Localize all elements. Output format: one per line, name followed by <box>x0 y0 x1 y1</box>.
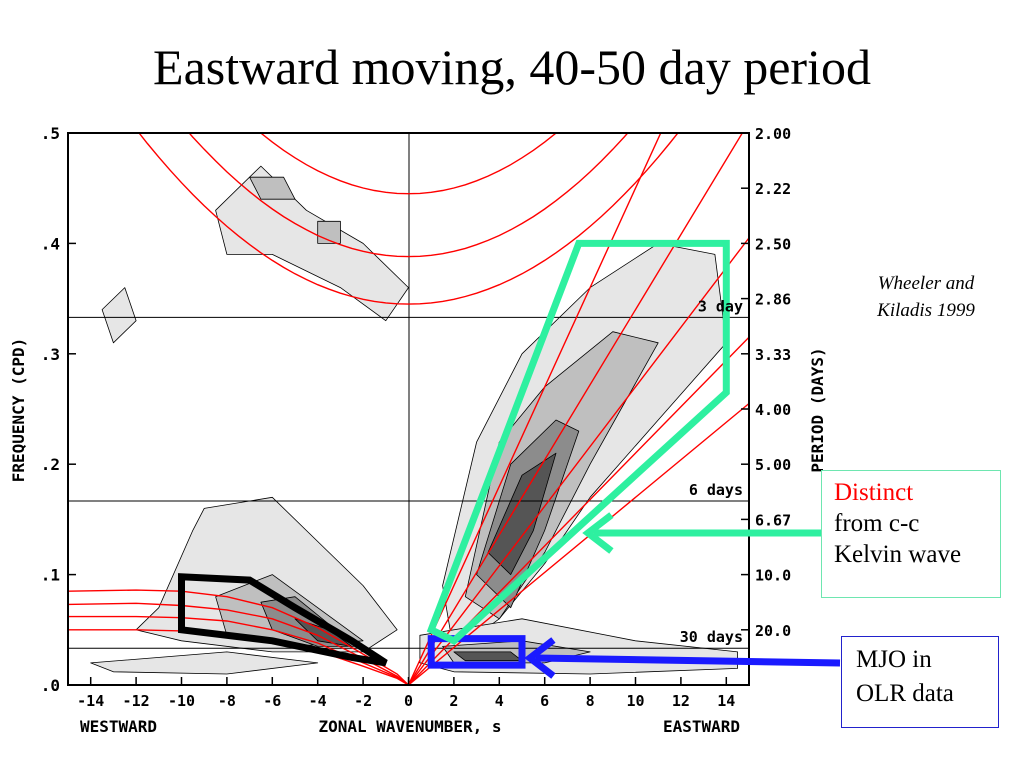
x-tick-label--10: -10 <box>168 692 195 710</box>
mjo-line-2: OLR data <box>856 680 954 707</box>
kelvin-dispersion-line-3 <box>407 133 744 685</box>
x-tick-label-8: 8 <box>586 692 595 710</box>
period-tick-label-2.22: 2.22 <box>755 180 791 198</box>
x-tick-label--8: -8 <box>218 692 236 710</box>
distinct-arrow-head <box>582 512 614 554</box>
westward-highlight-box <box>178 573 388 667</box>
x-tick-label-12: 12 <box>672 692 690 710</box>
power-region-5 <box>249 176 296 200</box>
mjo-highlight-box <box>427 635 526 669</box>
mjo-arrow-shaft <box>535 654 841 667</box>
distinct-line-2: from c-c <box>834 510 920 537</box>
x-tick-label--6: -6 <box>263 692 281 710</box>
power-region-0 <box>135 496 398 653</box>
kelvin-dispersion-line-2 <box>407 237 749 685</box>
power-region-15 <box>90 651 319 675</box>
distinct-word: Distinct <box>834 479 914 506</box>
period-line-label-2: 30 days <box>680 628 743 646</box>
rossby-dispersion-curve-0 <box>68 589 409 685</box>
y-axis-label: FREQUENCY (CPD) <box>9 338 28 483</box>
period-tick-label-2.50: 2.50 <box>755 235 791 253</box>
x-axis-label-westward: WESTWARD <box>80 717 157 736</box>
mjo-arrow-head <box>524 637 556 679</box>
gravity-dispersion-curve-2 <box>259 133 558 195</box>
right-axis-label: PERIOD (DAYS) <box>808 347 827 472</box>
distinct-line-3: Kelvin wave <box>834 541 962 568</box>
period-tick-label-2.00: 2.00 <box>755 125 791 143</box>
power-region-11 <box>487 452 557 575</box>
y-tick-label-.1: .1 <box>41 566 60 585</box>
x-tick-label-6: 6 <box>540 692 549 710</box>
citation-line-2: Kiladis 1999 <box>877 300 975 321</box>
x-tick-label--2: -2 <box>354 692 372 710</box>
period-tick-label-2.86: 2.86 <box>755 291 791 309</box>
y-tick-label-.4: .4 <box>41 234 60 253</box>
rossby-dispersion-curve-1 <box>68 602 409 685</box>
x-tick-label--12: -12 <box>123 692 150 710</box>
kelvin-highlight-box <box>426 239 730 645</box>
x-tick-label-10: 10 <box>626 692 644 710</box>
x-tick-label-4: 4 <box>495 692 504 710</box>
y-tick-label-.5: .5 <box>41 124 60 143</box>
x-axis-label-eastward: EASTWARD <box>663 717 740 736</box>
period-line-label-1: 6 days <box>689 481 743 499</box>
mjo-callout: MJO in OLR data <box>841 636 999 728</box>
mjo-line-1: MJO in <box>856 646 932 673</box>
power-region-14 <box>453 651 523 662</box>
y-tick-label-.0: .0 <box>41 676 60 695</box>
gravity-dispersion-curve-1 <box>188 133 629 258</box>
period-tick-label-20.0: 20.0 <box>755 622 791 640</box>
period-tick-label-4.00: 4.00 <box>755 401 791 419</box>
x-tick-label-14: 14 <box>717 692 735 710</box>
slide-title: Eastward moving, 40-50 day period <box>153 39 871 95</box>
citation: Wheeler and Kiladis 1999 <box>846 270 1006 324</box>
power-region-7 <box>101 287 137 344</box>
period-tick-label-5.00: 5.00 <box>755 456 791 474</box>
rossby-dispersion-curve-2 <box>68 615 409 685</box>
distinct-callout: Distinct from c-c Kelvin wave <box>821 470 1001 598</box>
y-tick-label-.2: .2 <box>41 455 60 474</box>
y-tick-label-.3: .3 <box>41 345 60 364</box>
period-tick-label-3.33: 3.33 <box>755 346 791 364</box>
citation-line-1: Wheeler and <box>877 273 975 294</box>
x-tick-label-0: 0 <box>404 692 413 710</box>
gravity-dispersion-curve-0 <box>138 133 679 305</box>
period-line-label-0: 3 day <box>698 297 743 315</box>
x-tick-label--4: -4 <box>309 692 327 710</box>
x-tick-label-2: 2 <box>449 692 458 710</box>
period-tick-label-10.0: 10.0 <box>755 567 791 585</box>
period-tick-label-6.67: 6.67 <box>755 511 791 529</box>
x-axis-label: ZONAL WAVENUMBER, s <box>318 717 501 736</box>
kelvin-dispersion-line-4 <box>407 133 662 685</box>
x-tick-label--14: -14 <box>77 692 104 710</box>
